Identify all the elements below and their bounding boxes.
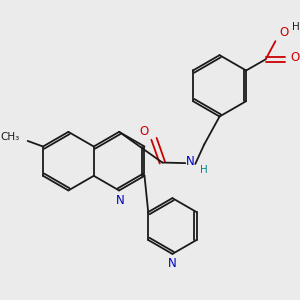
- Text: O: O: [140, 125, 149, 138]
- Text: N: N: [168, 257, 177, 270]
- Text: N: N: [186, 155, 195, 168]
- Text: N: N: [116, 194, 125, 207]
- Text: O: O: [279, 26, 288, 39]
- Text: H: H: [292, 22, 299, 32]
- Text: H: H: [200, 164, 208, 175]
- Text: CH₃: CH₃: [0, 132, 19, 142]
- Text: O: O: [290, 51, 300, 64]
